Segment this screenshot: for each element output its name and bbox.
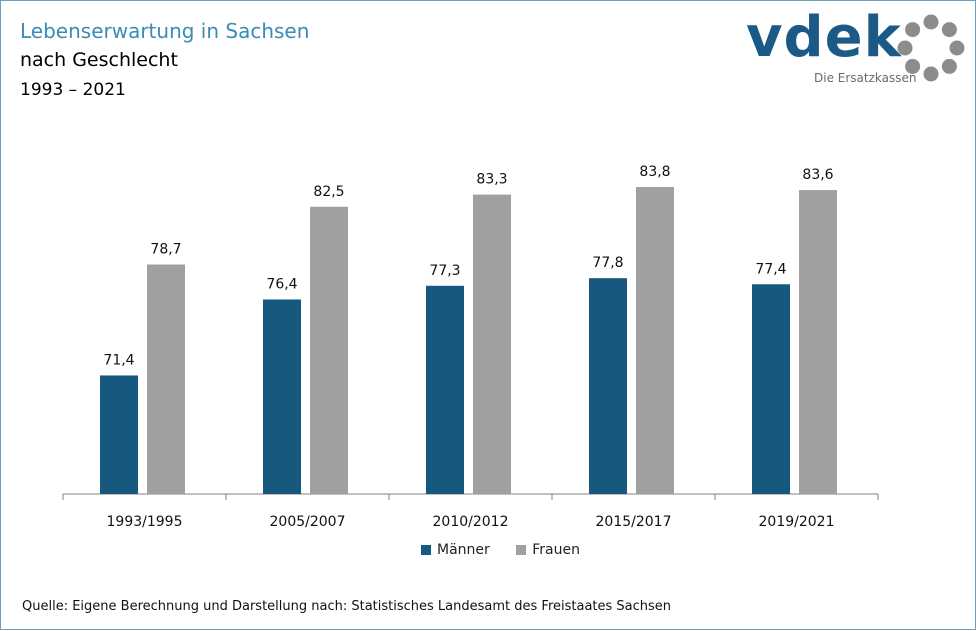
bar-frauen bbox=[636, 187, 674, 494]
legend-label-frauen: Frauen bbox=[532, 542, 580, 558]
bar-maenner bbox=[589, 278, 627, 494]
logo-ring-dot bbox=[897, 40, 913, 56]
logo-wordmark: vdek bbox=[746, 5, 902, 70]
bar-maenner bbox=[752, 284, 790, 494]
chart-title: Lebenserwartung in Sachsen bbox=[20, 19, 310, 43]
data-label: 71,4 bbox=[103, 352, 134, 368]
x-tick-label: 2015/2017 bbox=[596, 514, 672, 530]
data-label: 83,8 bbox=[639, 164, 670, 180]
legend-swatch-frauen bbox=[516, 545, 527, 555]
bar-frauen bbox=[799, 190, 837, 494]
data-label: 77,3 bbox=[429, 263, 460, 279]
logo-ring-dot bbox=[905, 22, 921, 38]
legend: Männer Frauen bbox=[421, 542, 602, 558]
data-label: 77,4 bbox=[755, 261, 786, 277]
legend-label-maenner: Männer bbox=[437, 542, 490, 558]
logo-ring-dot bbox=[923, 14, 939, 30]
x-tick-label: 2005/2007 bbox=[270, 514, 346, 530]
logo-tagline: Die Ersatzkassen bbox=[814, 71, 917, 85]
legend-item-maenner: Männer bbox=[421, 542, 490, 558]
chart-subtitle: nach Geschlecht bbox=[20, 49, 178, 71]
logo-ring-dot bbox=[905, 58, 921, 74]
x-tick-label: 2010/2012 bbox=[433, 514, 509, 530]
x-tick-label: 1993/1995 bbox=[107, 514, 183, 530]
data-label: 83,6 bbox=[802, 167, 833, 183]
logo-ring-dot bbox=[923, 66, 939, 82]
chart-period: 1993 – 2021 bbox=[20, 80, 126, 100]
vdek-logo: vdek Die Ersatzkassen bbox=[746, 5, 966, 91]
data-label: 82,5 bbox=[313, 184, 344, 200]
bar-frauen bbox=[310, 206, 348, 494]
x-tick-label: 2019/2021 bbox=[759, 514, 835, 530]
logo-ring-dot bbox=[949, 40, 965, 56]
legend-swatch-maenner bbox=[421, 545, 431, 555]
logo-ring-dot bbox=[941, 58, 957, 74]
logo-ring-icon bbox=[897, 14, 965, 82]
data-label: 76,4 bbox=[266, 276, 297, 292]
data-label: 83,3 bbox=[476, 172, 507, 188]
bar-maenner bbox=[426, 285, 464, 494]
source-note: Quelle: Eigene Berechnung und Darstellun… bbox=[22, 599, 672, 614]
bar-frauen bbox=[147, 264, 185, 494]
legend-item-frauen: Frauen bbox=[516, 542, 580, 558]
data-label: 78,7 bbox=[150, 242, 181, 258]
bar-maenner bbox=[263, 299, 301, 494]
bar-maenner bbox=[100, 375, 138, 494]
bar-frauen bbox=[473, 194, 511, 495]
data-label: 77,8 bbox=[592, 255, 623, 271]
logo-ring-dot bbox=[941, 22, 957, 38]
